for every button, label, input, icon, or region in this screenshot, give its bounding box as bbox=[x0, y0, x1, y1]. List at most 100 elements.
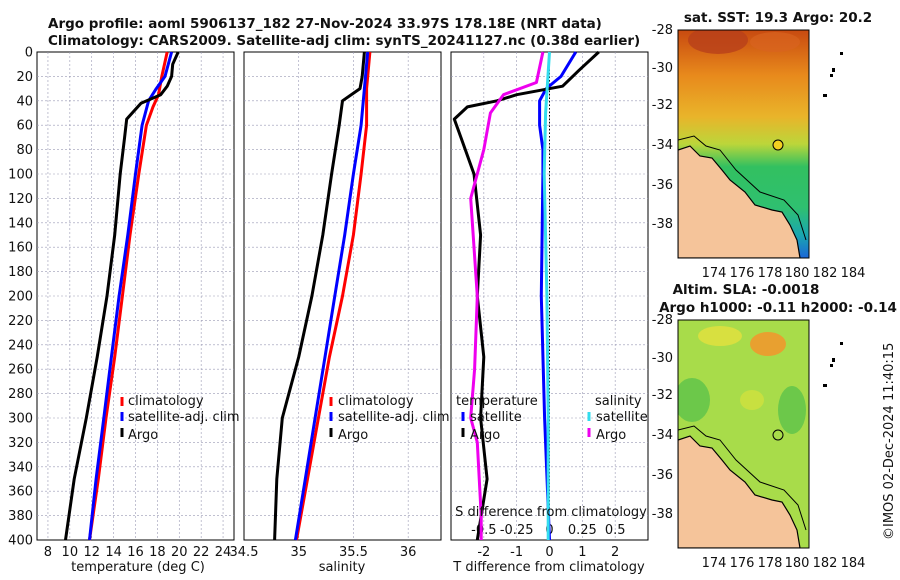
legend-label-argo: Argo bbox=[338, 428, 368, 443]
y-tick-label: 220 bbox=[8, 314, 33, 329]
sla-land bbox=[678, 435, 801, 548]
y-tick-label: 200 bbox=[8, 290, 33, 305]
sla-high-patch-2 bbox=[698, 326, 742, 346]
y-tick-label: 140 bbox=[8, 216, 33, 231]
map-x-tick-label: 180 bbox=[785, 266, 810, 281]
s-tick-label: -0.25 bbox=[500, 523, 534, 538]
x-tick-label: 35.5 bbox=[339, 545, 368, 560]
island bbox=[840, 342, 843, 345]
imos-credit: ©IMOS 02-Dec-2024 11:40:15 bbox=[882, 343, 897, 540]
figure-title-line1: Argo profile: aoml 5906137_182 27-Nov-20… bbox=[48, 16, 602, 32]
series-climatology bbox=[295, 51, 372, 541]
sla-depth-contour bbox=[678, 425, 807, 531]
sst-warm-patch-2 bbox=[750, 32, 800, 52]
y-tick-label: 380 bbox=[8, 509, 33, 524]
map-y-tick-label: -28 bbox=[652, 23, 673, 38]
sla-argo-marker bbox=[772, 429, 784, 441]
island bbox=[830, 74, 833, 77]
y-tick-label: 60 bbox=[16, 119, 33, 134]
island bbox=[823, 384, 827, 387]
x-tick-label: 20 bbox=[171, 545, 188, 560]
map-x-tick-label: 176 bbox=[730, 266, 755, 281]
sst-depth-contour bbox=[678, 135, 807, 241]
s-tick-label: 0.5 bbox=[605, 523, 626, 538]
x-tick-label: 12 bbox=[83, 545, 100, 560]
legend-label-t-satellite: satellite bbox=[470, 410, 522, 425]
grid-lines bbox=[37, 52, 648, 540]
map-y-tick-label: -36 bbox=[652, 178, 673, 193]
legend-label-satellite: satellite-adj. clim bbox=[128, 410, 240, 425]
map-y-tick-label: -34 bbox=[652, 138, 673, 153]
salinity-axis-label: salinity bbox=[319, 560, 366, 575]
y-tick-label: 0 bbox=[25, 46, 33, 61]
map-x-tick-label: 174 bbox=[702, 556, 727, 571]
map-y-tick-label: -34 bbox=[652, 428, 673, 443]
difference-legend: temperature satellite Argo salinity sate… bbox=[456, 394, 648, 443]
y-tick-label: 20 bbox=[16, 70, 33, 85]
sla-low-patch bbox=[678, 378, 710, 422]
x-tick-label: 34.5 bbox=[230, 545, 259, 560]
sst-map-title: sat. SST: 19.3 Argo: 20.2 bbox=[684, 10, 872, 26]
legend-heading-temperature: temperature bbox=[456, 394, 538, 409]
series-t-satellite bbox=[538, 51, 578, 541]
legend-label-s-satellite: satellite bbox=[596, 410, 648, 425]
sla-map bbox=[677, 319, 810, 549]
island bbox=[823, 94, 827, 97]
x-tick-label: 2 bbox=[611, 545, 619, 560]
y-tick-label: 40 bbox=[16, 94, 33, 109]
x-tick-label: 0 bbox=[545, 545, 553, 560]
temperature-legend: climatology satellite-adj. clim Argo bbox=[120, 394, 240, 443]
map-x-tick-label: 178 bbox=[758, 556, 783, 571]
x-tick-label: 36 bbox=[400, 545, 417, 560]
series-climatology bbox=[88, 51, 169, 541]
x-tick-label: -2 bbox=[477, 545, 490, 560]
x-tick-label: 18 bbox=[149, 545, 166, 560]
map-y-tick-label: -30 bbox=[652, 351, 673, 366]
salinity-legend: climatology satellite-adj. clim Argo bbox=[329, 394, 450, 443]
x-tick-label: 10 bbox=[62, 545, 79, 560]
legend-heading-salinity: salinity bbox=[595, 394, 642, 409]
y-tick-label: 120 bbox=[8, 192, 33, 207]
y-tick-label: 100 bbox=[8, 168, 33, 183]
x-tick-label: 8 bbox=[44, 545, 52, 560]
sst-map bbox=[677, 29, 810, 259]
y-tick-label: 180 bbox=[8, 265, 33, 280]
legend-label-satellite: satellite-adj. clim bbox=[338, 410, 450, 425]
map-x-tick-label: 182 bbox=[813, 556, 838, 571]
sla-high-patch bbox=[750, 332, 786, 356]
x-tick-label: 16 bbox=[127, 545, 144, 560]
sla-map-title-line1: Altim. SLA: -0.0018 bbox=[673, 282, 820, 298]
x-tick-label: 22 bbox=[193, 545, 210, 560]
figure-title-line2: Climatology: CARS2009. Satellite-adj cli… bbox=[48, 33, 640, 49]
y-tick-label: 240 bbox=[8, 338, 33, 353]
s-tick-label: 0.25 bbox=[568, 523, 597, 538]
map-x-tick-label: 180 bbox=[785, 556, 810, 571]
series-s-satellite bbox=[542, 51, 551, 540]
y-tick-label: 320 bbox=[8, 436, 33, 451]
y-tick-label: 160 bbox=[8, 241, 33, 256]
map-x-tick-label: 184 bbox=[841, 556, 866, 571]
islands bbox=[823, 52, 843, 387]
sla-low-patch-3 bbox=[740, 390, 764, 410]
map-tick-labels: 174174176176178178180180182182184184-28-… bbox=[652, 23, 866, 571]
island bbox=[830, 364, 833, 367]
x-tick-label: 35 bbox=[290, 545, 307, 560]
series-argo bbox=[64, 51, 180, 541]
x-tick-label: -1 bbox=[510, 545, 523, 560]
y-tick-label: 260 bbox=[8, 363, 33, 378]
map-y-tick-label: -28 bbox=[652, 313, 673, 328]
map-x-tick-label: 184 bbox=[841, 266, 866, 281]
legend-label-climatology: climatology bbox=[338, 394, 414, 409]
map-x-tick-label: 176 bbox=[730, 556, 755, 571]
map-y-tick-label: -36 bbox=[652, 468, 673, 483]
map-x-tick-label: 174 bbox=[702, 266, 727, 281]
series-satellite-adj-clim bbox=[88, 51, 174, 541]
sst-land bbox=[678, 145, 801, 258]
sla-low-patch-2 bbox=[778, 386, 806, 434]
map-x-tick-label: 178 bbox=[758, 266, 783, 281]
x-tick-label: 24 bbox=[215, 545, 232, 560]
island bbox=[832, 358, 835, 362]
sst-warm-patch bbox=[688, 30, 748, 54]
